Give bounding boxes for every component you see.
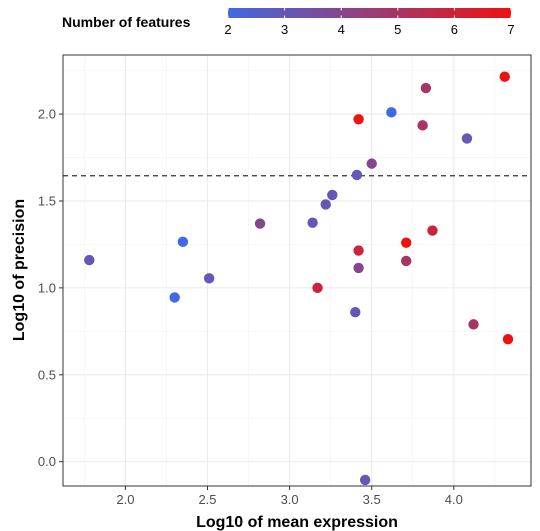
grid-major — [63, 55, 531, 486]
data-point — [502, 333, 514, 345]
data-point — [417, 120, 428, 131]
data-point — [461, 133, 473, 144]
y-tick-label: 0.0 — [38, 454, 56, 469]
data-point — [169, 292, 180, 303]
data-point — [177, 236, 189, 248]
legend-tick-label: 2 — [224, 22, 231, 37]
data-point — [350, 307, 361, 318]
data-point — [427, 225, 438, 236]
data-point — [327, 189, 338, 201]
data-point — [386, 107, 397, 118]
legend-tick-label: 6 — [451, 22, 458, 37]
plot-panel — [62, 54, 532, 487]
data-point — [353, 245, 364, 256]
legend-tick-label: 3 — [281, 22, 288, 37]
panel-border — [62, 54, 532, 487]
x-tick-label: 2.5 — [198, 492, 216, 507]
legend: Number of features 2 3 4 5 6 7 — [62, 8, 515, 37]
data-point — [203, 273, 215, 284]
legend-ticks: 2 3 4 5 6 7 — [224, 8, 515, 37]
legend-title: Number of features — [62, 14, 191, 30]
data-points — [84, 71, 514, 486]
panel-frame — [62, 54, 532, 487]
data-point — [320, 199, 331, 210]
y-tick-label: 1.0 — [38, 280, 56, 295]
x-axis: 2.0 2.5 3.0 3.5 4.0 — [116, 486, 463, 507]
legend-tick-label: 7 — [507, 22, 514, 37]
data-point — [254, 218, 266, 229]
data-point — [401, 255, 412, 267]
x-tick-label: 2.0 — [116, 492, 134, 507]
data-point — [499, 71, 510, 82]
y-tick-label: 1.5 — [38, 193, 56, 208]
data-point — [401, 237, 412, 248]
data-point — [468, 319, 479, 330]
data-point — [84, 254, 95, 266]
x-tick-label: 3.0 — [281, 492, 299, 507]
x-tick-label: 4.0 — [445, 492, 463, 507]
legend-tick-label: 4 — [338, 22, 345, 37]
y-tick-label: 0.5 — [38, 367, 56, 382]
data-point — [366, 158, 377, 169]
data-point — [353, 262, 364, 274]
grid-minor — [63, 55, 531, 486]
data-point — [420, 82, 432, 94]
data-point — [359, 474, 371, 486]
data-point — [312, 282, 323, 294]
y-tick-label: 2.0 — [38, 107, 56, 122]
legend-colorbar — [228, 8, 511, 18]
legend-tick-label: 5 — [394, 22, 401, 37]
x-axis-title: Log10 of mean expression — [196, 514, 398, 531]
y-axis-title: Log10 of precision — [11, 199, 28, 341]
data-point — [353, 114, 364, 125]
data-point — [351, 169, 363, 181]
x-tick-label: 3.5 — [363, 492, 381, 507]
data-point — [307, 217, 318, 228]
y-axis: 0.0 0.5 1.0 1.5 2.0 — [38, 107, 63, 469]
